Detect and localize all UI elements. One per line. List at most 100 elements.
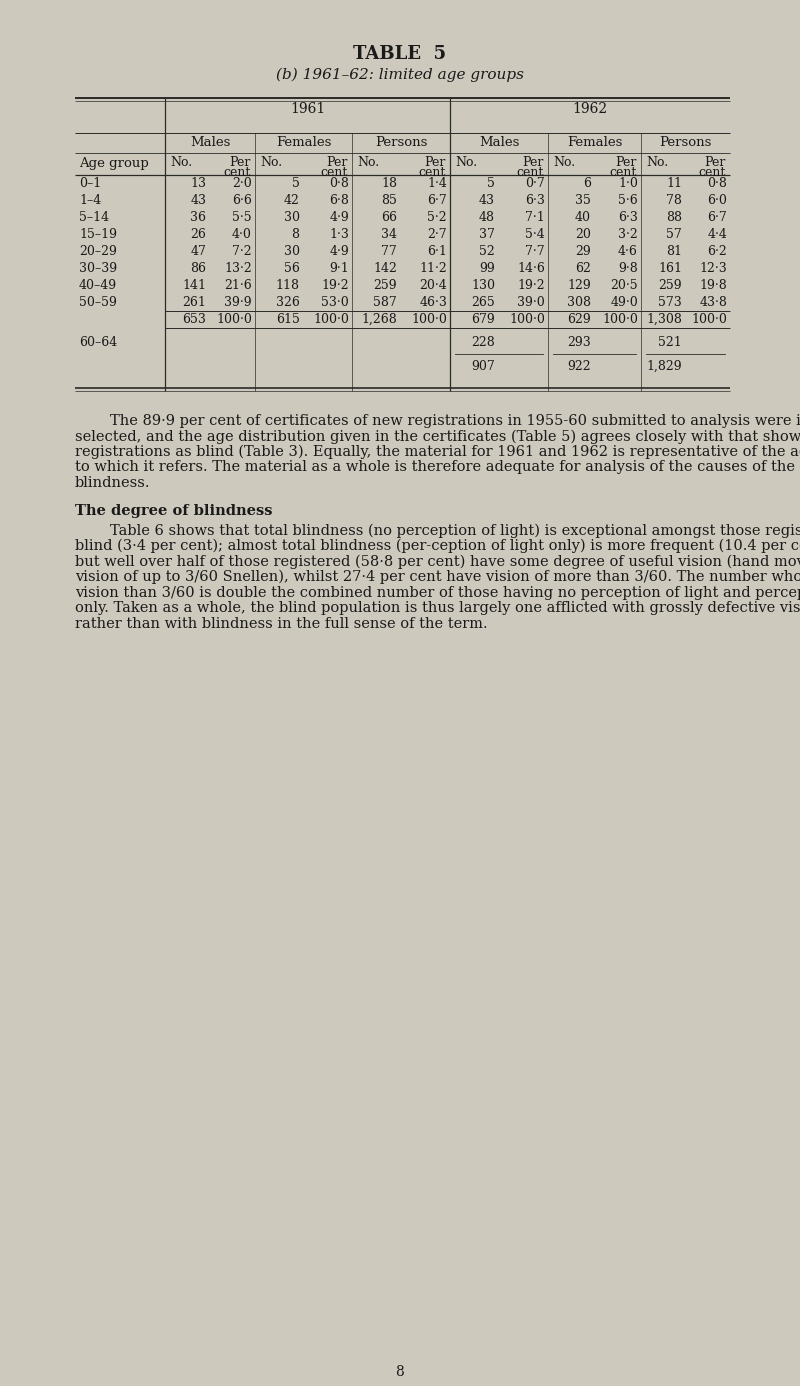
Text: 1·3: 1·3 [329,229,349,241]
Text: 43: 43 [479,194,495,207]
Text: 9·8: 9·8 [618,262,638,274]
Text: 46·3: 46·3 [419,297,447,309]
Text: cent: cent [517,166,544,179]
Text: 5·6: 5·6 [618,194,638,207]
Text: 66: 66 [381,211,397,225]
Text: 1,829: 1,829 [646,360,682,373]
Text: selected, and the age distribution given in the certificates (Table 5) agrees cl: selected, and the age distribution given… [75,430,800,444]
Text: 0·8: 0·8 [329,177,349,190]
Text: cent: cent [418,166,446,179]
Text: 6·8: 6·8 [329,194,349,207]
Text: 6·7: 6·7 [427,194,447,207]
Text: 0·7: 0·7 [526,177,545,190]
Text: 62: 62 [575,262,590,274]
Text: 5: 5 [487,177,495,190]
Text: 653: 653 [182,313,206,326]
Text: 52: 52 [479,245,495,258]
Text: 77: 77 [382,245,397,258]
Text: No.: No. [170,157,192,169]
Text: 1962: 1962 [573,103,607,116]
Text: 922: 922 [567,360,590,373]
Text: 100·0: 100·0 [411,313,447,326]
Text: 308: 308 [566,297,590,309]
Text: 8: 8 [292,229,300,241]
Text: but well over half of those registered (58·8 per cent) have some degree of usefu: but well over half of those registered (… [75,554,800,568]
Text: Per: Per [616,157,637,169]
Text: 48: 48 [479,211,495,225]
Text: blind (3·4 per cent); almost total blindness (per­ception of light only) is more: blind (3·4 per cent); almost total blind… [75,539,800,553]
Text: 30–39: 30–39 [79,262,117,274]
Text: 4·9: 4·9 [330,211,349,225]
Text: 37: 37 [479,229,495,241]
Text: 43: 43 [190,194,206,207]
Text: 86: 86 [190,262,206,274]
Text: 129: 129 [567,279,590,292]
Text: 629: 629 [567,313,590,326]
Text: 0·8: 0·8 [707,177,727,190]
Text: 1–4: 1–4 [79,194,102,207]
Text: Persons: Persons [659,136,712,150]
Text: 12·3: 12·3 [699,262,727,274]
Text: 35: 35 [575,194,590,207]
Text: 13: 13 [190,177,206,190]
Text: cent: cent [321,166,348,179]
Text: 4·0: 4·0 [232,229,252,241]
Text: vision than 3/60 is double the combined number of those having no perception of : vision than 3/60 is double the combined … [75,585,800,600]
Text: registrations as blind (Table 3). Equally, the material for 1961 and 1962 is rep: registrations as blind (Table 3). Equall… [75,445,800,459]
Text: 6: 6 [582,177,590,190]
Text: 8: 8 [396,1365,404,1379]
Text: 13·2: 13·2 [224,262,252,274]
Text: Males: Males [190,136,230,150]
Text: 259: 259 [658,279,682,292]
Text: 6·3: 6·3 [618,211,638,225]
Text: cent: cent [610,166,637,179]
Text: 100·0: 100·0 [509,313,545,326]
Text: 30: 30 [284,211,300,225]
Text: 6·1: 6·1 [427,245,447,258]
Text: 5·5: 5·5 [232,211,252,225]
Text: 1,268: 1,268 [362,313,397,326]
Text: blindness.: blindness. [75,475,150,491]
Text: No.: No. [646,157,668,169]
Text: 326: 326 [276,297,300,309]
Text: 20–29: 20–29 [79,245,117,258]
Text: 19·8: 19·8 [699,279,727,292]
Text: 6·7: 6·7 [707,211,727,225]
Text: 30: 30 [284,245,300,258]
Text: 4·9: 4·9 [330,245,349,258]
Text: 130: 130 [471,279,495,292]
Text: 587: 587 [374,297,397,309]
Text: Per: Per [522,157,544,169]
Text: 21·6: 21·6 [224,279,252,292]
Text: 2·0: 2·0 [232,177,252,190]
Text: 7·2: 7·2 [232,245,252,258]
Text: 100·0: 100·0 [602,313,638,326]
Text: 100·0: 100·0 [313,313,349,326]
Text: 9·1: 9·1 [330,262,349,274]
Text: Per: Per [230,157,251,169]
Text: 20·4: 20·4 [419,279,447,292]
Text: Age group: Age group [79,158,149,170]
Text: 49·0: 49·0 [610,297,638,309]
Text: 615: 615 [276,313,300,326]
Text: 142: 142 [374,262,397,274]
Text: Persons: Persons [375,136,427,150]
Text: No.: No. [553,157,575,169]
Text: 4·6: 4·6 [618,245,638,258]
Text: 5–14: 5–14 [79,211,109,225]
Text: 1·0: 1·0 [618,177,638,190]
Text: 56: 56 [284,262,300,274]
Text: 11·2: 11·2 [419,262,447,274]
Text: 1961: 1961 [290,103,325,116]
Text: Females: Females [567,136,622,150]
Text: 100·0: 100·0 [216,313,252,326]
Text: The degree of blindness: The degree of blindness [75,503,273,517]
Text: 1,308: 1,308 [646,313,682,326]
Text: 161: 161 [658,262,682,274]
Text: No.: No. [260,157,282,169]
Text: 141: 141 [182,279,206,292]
Text: 5·4: 5·4 [526,229,545,241]
Text: No.: No. [455,157,477,169]
Text: Table 6 shows that total blindness (no perception of light) is exceptional among: Table 6 shows that total blindness (no p… [110,524,800,538]
Text: 19·2: 19·2 [322,279,349,292]
